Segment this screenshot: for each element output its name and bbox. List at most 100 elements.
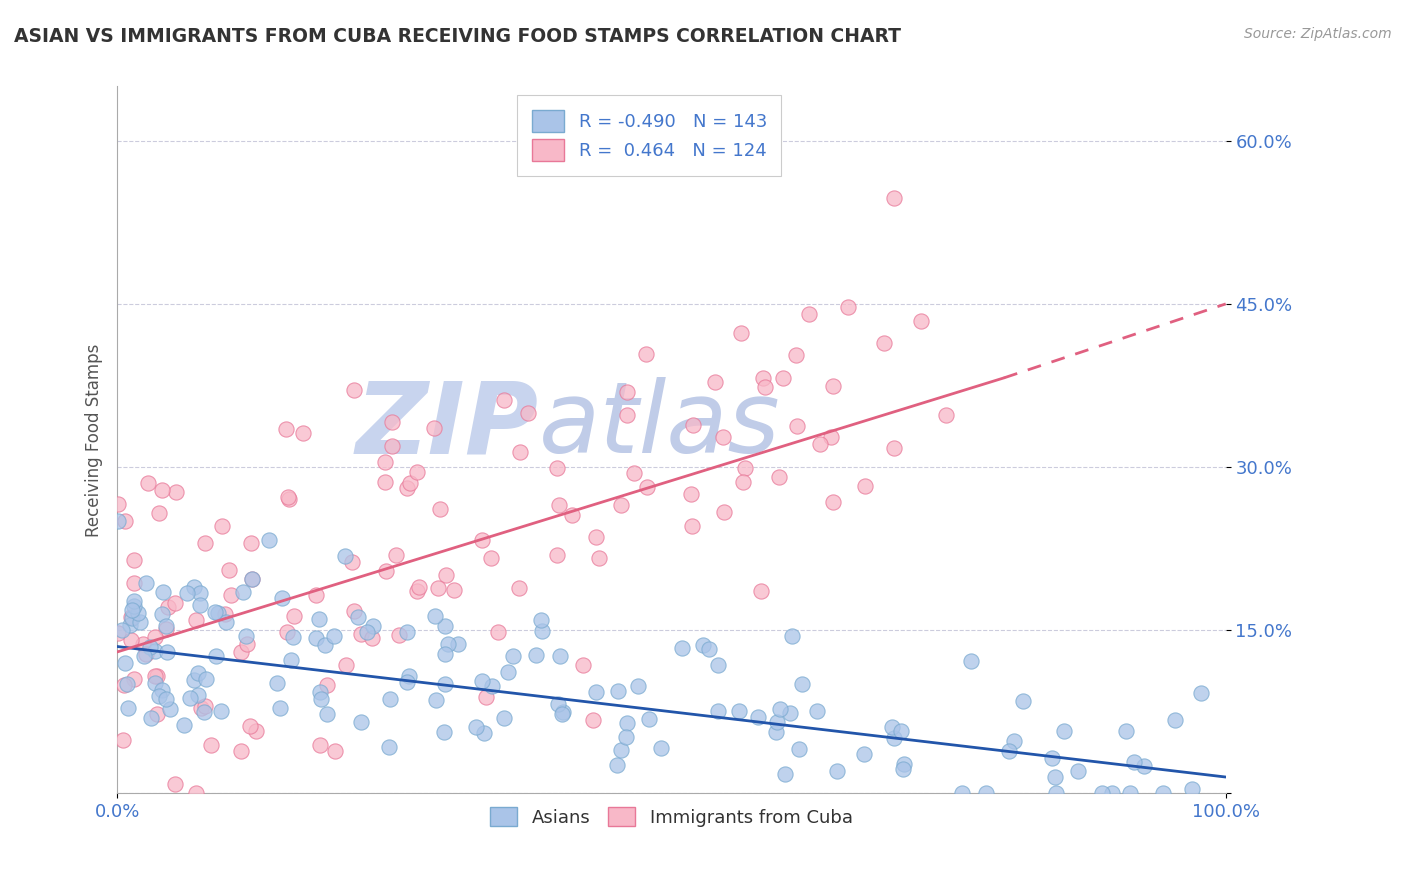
Point xyxy=(423,609,446,624)
Point xyxy=(159,702,181,716)
Point xyxy=(494,392,516,407)
Point xyxy=(509,445,531,459)
Point xyxy=(188,585,211,599)
Point xyxy=(408,581,430,595)
Point xyxy=(893,757,915,772)
Point xyxy=(825,764,848,778)
Point xyxy=(823,378,845,392)
Point xyxy=(378,740,401,755)
Point xyxy=(1002,733,1025,747)
Point xyxy=(235,629,257,643)
Point xyxy=(211,518,233,533)
Point xyxy=(356,624,378,639)
Point xyxy=(546,461,568,475)
Point xyxy=(308,612,330,626)
Text: ASIAN VS IMMIGRANTS FROM CUBA RECEIVING FOOD STAMPS CORRELATION CHART: ASIAN VS IMMIGRANTS FROM CUBA RECEIVING … xyxy=(14,27,901,45)
Point xyxy=(120,632,142,647)
Point xyxy=(730,326,752,341)
Point xyxy=(184,786,207,800)
Point xyxy=(616,385,638,400)
Point xyxy=(883,191,905,205)
Point xyxy=(148,506,170,520)
Point xyxy=(530,613,553,627)
Point xyxy=(616,716,638,731)
Point xyxy=(219,589,242,603)
Point xyxy=(627,679,650,693)
Point xyxy=(145,669,167,683)
Point xyxy=(769,702,792,716)
Legend: Asians, Immigrants from Cuba: Asians, Immigrants from Cuba xyxy=(482,799,860,834)
Point xyxy=(754,380,776,394)
Point xyxy=(281,630,304,644)
Point xyxy=(135,576,157,591)
Point xyxy=(120,610,142,624)
Point xyxy=(806,705,828,719)
Point xyxy=(823,495,845,509)
Point xyxy=(423,421,446,435)
Point xyxy=(1181,782,1204,797)
Point xyxy=(508,582,530,596)
Point xyxy=(797,307,820,321)
Point xyxy=(124,599,146,613)
Point xyxy=(396,625,419,640)
Point xyxy=(703,375,725,389)
Point xyxy=(193,705,215,719)
Point xyxy=(114,657,136,671)
Point xyxy=(155,692,177,706)
Point xyxy=(399,475,422,490)
Point xyxy=(890,723,912,738)
Point xyxy=(779,706,801,720)
Point xyxy=(152,585,174,599)
Point xyxy=(498,665,520,679)
Point xyxy=(910,314,932,328)
Point xyxy=(257,533,280,547)
Point xyxy=(494,711,516,725)
Point xyxy=(245,723,267,738)
Point xyxy=(188,598,211,612)
Point xyxy=(274,422,297,436)
Point xyxy=(1067,764,1090,779)
Point xyxy=(606,683,628,698)
Point xyxy=(179,690,201,705)
Point xyxy=(785,348,807,362)
Point xyxy=(121,603,143,617)
Point xyxy=(350,715,373,730)
Point xyxy=(547,698,569,712)
Point xyxy=(1053,724,1076,739)
Point xyxy=(880,720,903,734)
Point xyxy=(786,418,808,433)
Point xyxy=(269,701,291,715)
Point xyxy=(934,408,956,422)
Point xyxy=(1040,751,1063,765)
Point xyxy=(837,300,859,314)
Point xyxy=(145,669,167,683)
Point xyxy=(343,383,366,397)
Point xyxy=(614,730,637,744)
Point xyxy=(471,533,494,547)
Point xyxy=(143,676,166,690)
Point xyxy=(610,742,633,756)
Point xyxy=(728,704,751,718)
Point xyxy=(434,677,457,691)
Point xyxy=(381,416,404,430)
Point xyxy=(1189,686,1212,700)
Point xyxy=(157,599,180,614)
Point xyxy=(173,718,195,732)
Text: atlas: atlas xyxy=(538,377,780,475)
Point xyxy=(1091,786,1114,800)
Point xyxy=(204,605,226,619)
Point xyxy=(1132,759,1154,773)
Point xyxy=(974,786,997,800)
Point xyxy=(335,657,357,672)
Point xyxy=(150,483,173,497)
Point xyxy=(150,682,173,697)
Point xyxy=(396,481,419,495)
Point xyxy=(385,548,408,562)
Point xyxy=(155,622,177,636)
Point xyxy=(734,461,756,475)
Point xyxy=(517,407,540,421)
Point xyxy=(447,637,470,651)
Point xyxy=(316,707,339,722)
Point xyxy=(551,707,574,722)
Point xyxy=(163,596,186,610)
